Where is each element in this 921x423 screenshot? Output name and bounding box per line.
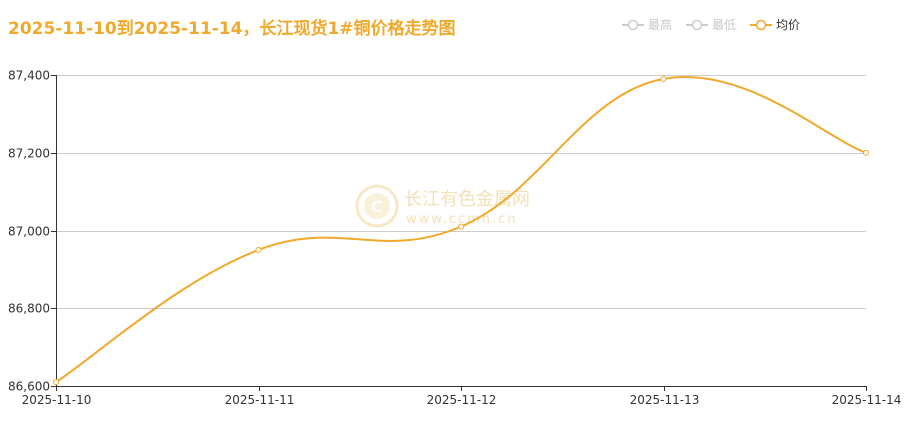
- x-tick-label: 2025-11-10: [22, 393, 92, 407]
- legend-item-high[interactable]: 最高: [622, 16, 672, 33]
- x-tick-label: 2025-11-12: [427, 393, 497, 407]
- legend-item-low[interactable]: 最低: [686, 16, 736, 33]
- data-point: [863, 149, 869, 156]
- y-tick-label: 86,600: [8, 380, 50, 394]
- watermark-name: 长江有色金属网: [404, 189, 530, 210]
- data-point: [255, 246, 262, 253]
- legend-label-low: 最低: [712, 18, 737, 32]
- watermark-logo-icon: [355, 184, 399, 228]
- legend-line-circle-icon: [750, 19, 773, 30]
- series-layer: [53, 75, 869, 386]
- grid-lines: [56, 75, 866, 309]
- data-point: [458, 223, 464, 230]
- data-point: [660, 75, 667, 82]
- watermark-url: www.ccmn.cn: [406, 212, 518, 227]
- legend-label-high: 最高: [648, 18, 673, 32]
- chart-title: 2025-11-10到2025-11-14，长江现货1#铜价格走势图: [8, 19, 456, 39]
- legend-line-circle-icon: [686, 19, 709, 30]
- y-tick-label: 87,200: [8, 147, 50, 161]
- chart-legend: 最高 最低 均价: [622, 16, 814, 33]
- x-tick-label: 2025-11-11: [225, 393, 295, 407]
- axes: 86,600 86,800 87,000 87,200 87,400 2025-11-10…: [8, 69, 901, 408]
- watermark: C 长江有色金属网 www.ccmn.cn: [355, 184, 530, 228]
- legend-item-avg[interactable]: 均价: [750, 16, 800, 33]
- x-tick-label: 2025-11-13: [630, 393, 700, 407]
- legend-label-avg: 均价: [776, 18, 801, 32]
- legend-line-circle-icon: [622, 19, 644, 30]
- y-tick-label: 86,800: [8, 302, 50, 316]
- y-tick-label: 87,400: [8, 69, 50, 83]
- watermark-logo-inner: [364, 193, 390, 219]
- x-tick-label: 2025-11-14: [832, 393, 902, 407]
- data-point: [53, 379, 59, 386]
- watermark-logo-glyph: C: [371, 197, 383, 216]
- y-tick-label: 87,000: [8, 225, 50, 239]
